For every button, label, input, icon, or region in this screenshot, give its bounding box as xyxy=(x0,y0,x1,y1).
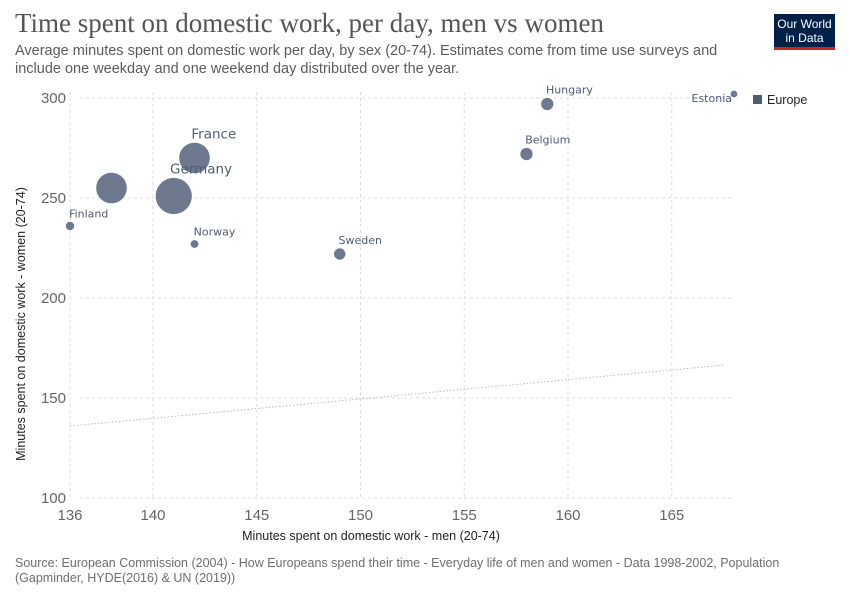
point-label-norway: Norway xyxy=(194,226,236,239)
grid-layer: 100 150 200 250 300 136 140 145 150 155 160 165 xyxy=(41,90,734,524)
reference-line xyxy=(69,364,726,427)
point-label-estonia: Estonia xyxy=(692,92,733,105)
point-label-belgium: Belgium xyxy=(525,133,570,146)
data-point-unlabeled[interactable] xyxy=(95,171,128,205)
legend-label-europe: Europe xyxy=(767,93,807,107)
point-label-hungary: Hungary xyxy=(546,83,593,96)
x-tick-label: 150 xyxy=(348,507,373,524)
source-note: Source: European Commission (2004) - How… xyxy=(15,556,780,585)
y-tick-label: 250 xyxy=(41,190,66,207)
owid-logo[interactable]: Our World in Data xyxy=(774,14,835,50)
x-tick-label: 136 xyxy=(57,507,82,524)
legend[interactable]: Europe xyxy=(753,93,807,107)
point-label-france: France xyxy=(191,126,236,142)
point-labels-layer: France Germany Finland Norway Sweden Belgium H… xyxy=(69,83,732,246)
y-axis-title: Minutes spent on domestic work - women (… xyxy=(14,187,28,461)
x-tick-label: 140 xyxy=(140,507,165,524)
x-tick-label: 155 xyxy=(452,507,477,524)
reference-line-layer xyxy=(69,364,726,427)
data-point-france[interactable] xyxy=(178,141,211,175)
legend-swatch-europe xyxy=(753,95,762,104)
data-point-estonia[interactable] xyxy=(729,89,739,99)
y-tick-label: 300 xyxy=(41,90,66,107)
y-tick-label: 200 xyxy=(41,290,66,307)
data-point-norway[interactable] xyxy=(189,239,200,249)
chart-title: Time spent on domestic work, per day, me… xyxy=(15,8,604,38)
data-point-sweden[interactable] xyxy=(333,247,347,261)
logo-line-2: in Data xyxy=(785,31,824,45)
data-point-hungary[interactable] xyxy=(540,97,555,111)
logo-line-1: Our World xyxy=(777,17,832,31)
data-point-finland[interactable] xyxy=(64,220,76,232)
data-point-germany[interactable] xyxy=(154,177,193,215)
data-point-belgium[interactable] xyxy=(519,147,534,161)
y-tick-label: 150 xyxy=(41,390,66,407)
point-label-germany: Germany xyxy=(170,162,232,178)
point-label-sweden: Sweden xyxy=(339,234,382,247)
x-tick-label: 160 xyxy=(555,507,580,524)
points-layer xyxy=(64,89,739,261)
y-tick-label: 100 xyxy=(41,490,66,507)
x-tick-label: 165 xyxy=(659,507,684,524)
point-label-finland: Finland xyxy=(69,207,108,220)
chart-subtitle: Average minutes spent on domestic work p… xyxy=(15,43,718,77)
x-tick-label: 145 xyxy=(244,507,269,524)
x-axis-title: Minutes spent on domestic work - men (20… xyxy=(242,529,500,543)
